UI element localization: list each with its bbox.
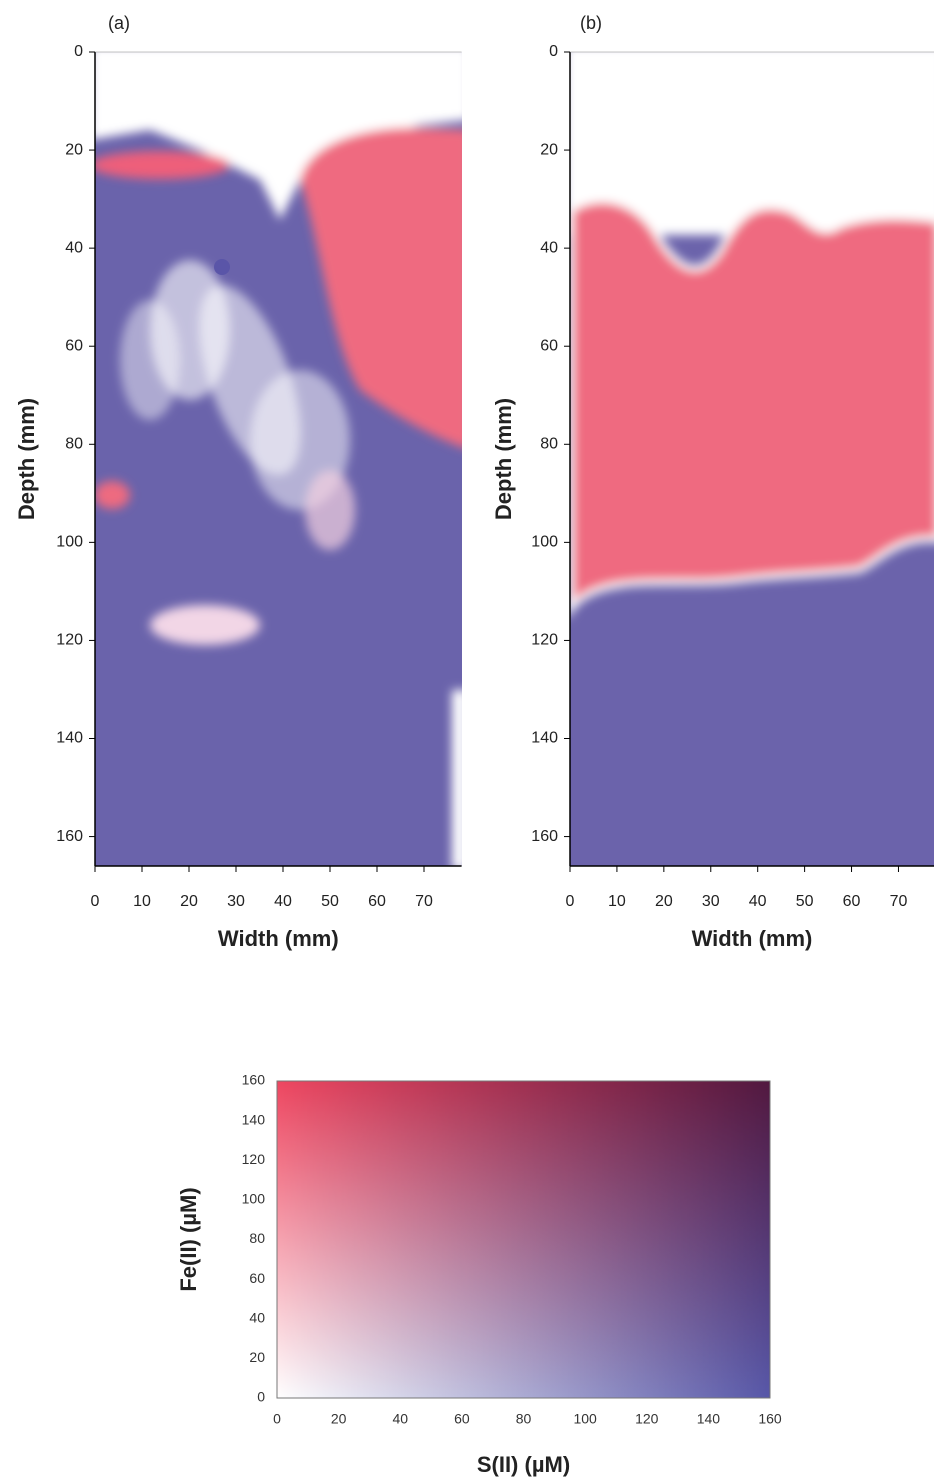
x-tick-label: 70 — [415, 893, 433, 910]
x-tick-label: 140 — [697, 1411, 721, 1427]
x-tick-label: 10 — [608, 893, 626, 910]
x-axis-label: Width (mm) — [218, 926, 339, 951]
x-tick-label: 60 — [843, 893, 861, 910]
map-a — [95, 52, 462, 866]
y-axis-label: Depth (mm) — [491, 398, 516, 520]
x-axis-label: Width (mm) — [692, 926, 813, 951]
y-tick-label: 40 — [540, 239, 558, 256]
x-tick-label: 160 — [758, 1411, 782, 1427]
map-b — [570, 52, 934, 866]
x-tick-label: 0 — [91, 893, 100, 910]
y-tick-label: 120 — [531, 632, 558, 649]
y-axis-label: Depth (mm) — [14, 398, 39, 520]
y-tick-label: 20 — [65, 141, 83, 158]
y-tick-label: 60 — [249, 1270, 265, 1286]
x-tick-label: 50 — [796, 893, 814, 910]
y-tick-label: 140 — [531, 730, 558, 747]
x-tick-label: 50 — [321, 893, 339, 910]
y-tick-label: 60 — [540, 337, 558, 354]
x-tick-label: 60 — [454, 1411, 470, 1427]
y-tick-label: 160 — [242, 1072, 266, 1088]
x-tick-label: 0 — [566, 893, 575, 910]
y-tick-label: 80 — [65, 436, 83, 453]
x-tick-label: 30 — [702, 893, 720, 910]
x-tick-label: 60 — [368, 893, 386, 910]
y-tick-label: 100 — [242, 1191, 266, 1207]
x-tick-label: 40 — [392, 1411, 408, 1427]
x-tick-label: 0 — [273, 1411, 281, 1427]
y-tick-label: 100 — [56, 534, 83, 551]
y-tick-label: 160 — [56, 828, 83, 845]
x-tick-label: 30 — [227, 893, 245, 910]
y-axis-label: Fe(II) (µM) — [176, 1187, 201, 1291]
color-key-fill — [277, 1081, 770, 1398]
y-tick-label: 120 — [242, 1151, 266, 1167]
y-tick-label: 0 — [549, 43, 558, 60]
panel-label: (a) — [108, 13, 130, 33]
y-tick-label: 0 — [257, 1389, 265, 1405]
key-frame — [276, 1080, 771, 1399]
y-tick-label: 80 — [249, 1230, 265, 1246]
y-tick-label: 140 — [56, 730, 83, 747]
x-tick-label: 20 — [180, 893, 198, 910]
x-tick-label: 40 — [749, 893, 767, 910]
y-tick-label: 0 — [74, 43, 83, 60]
x-tick-label: 80 — [516, 1411, 532, 1427]
x-tick-label: 70 — [890, 893, 908, 910]
x-tick-label: 20 — [655, 893, 673, 910]
y-tick-label: 60 — [65, 337, 83, 354]
y-tick-label: 20 — [540, 141, 558, 158]
y-tick-label: 40 — [65, 239, 83, 256]
x-tick-label: 120 — [635, 1411, 659, 1427]
x-tick-label: 100 — [573, 1411, 597, 1427]
y-tick-label: 140 — [242, 1111, 266, 1127]
y-tick-label: 80 — [540, 436, 558, 453]
y-tick-label: 160 — [531, 828, 558, 845]
panel-label: (b) — [580, 13, 602, 33]
x-axis-label: S(II) (µM) — [477, 1452, 570, 1477]
y-tick-label: 120 — [56, 632, 83, 649]
x-tick-label: 20 — [331, 1411, 347, 1427]
x-tick-label: 10 — [133, 893, 151, 910]
x-tick-label: 40 — [274, 893, 292, 910]
y-tick-label: 20 — [249, 1349, 265, 1365]
y-tick-label: 100 — [531, 534, 558, 551]
y-tick-label: 40 — [249, 1309, 265, 1325]
